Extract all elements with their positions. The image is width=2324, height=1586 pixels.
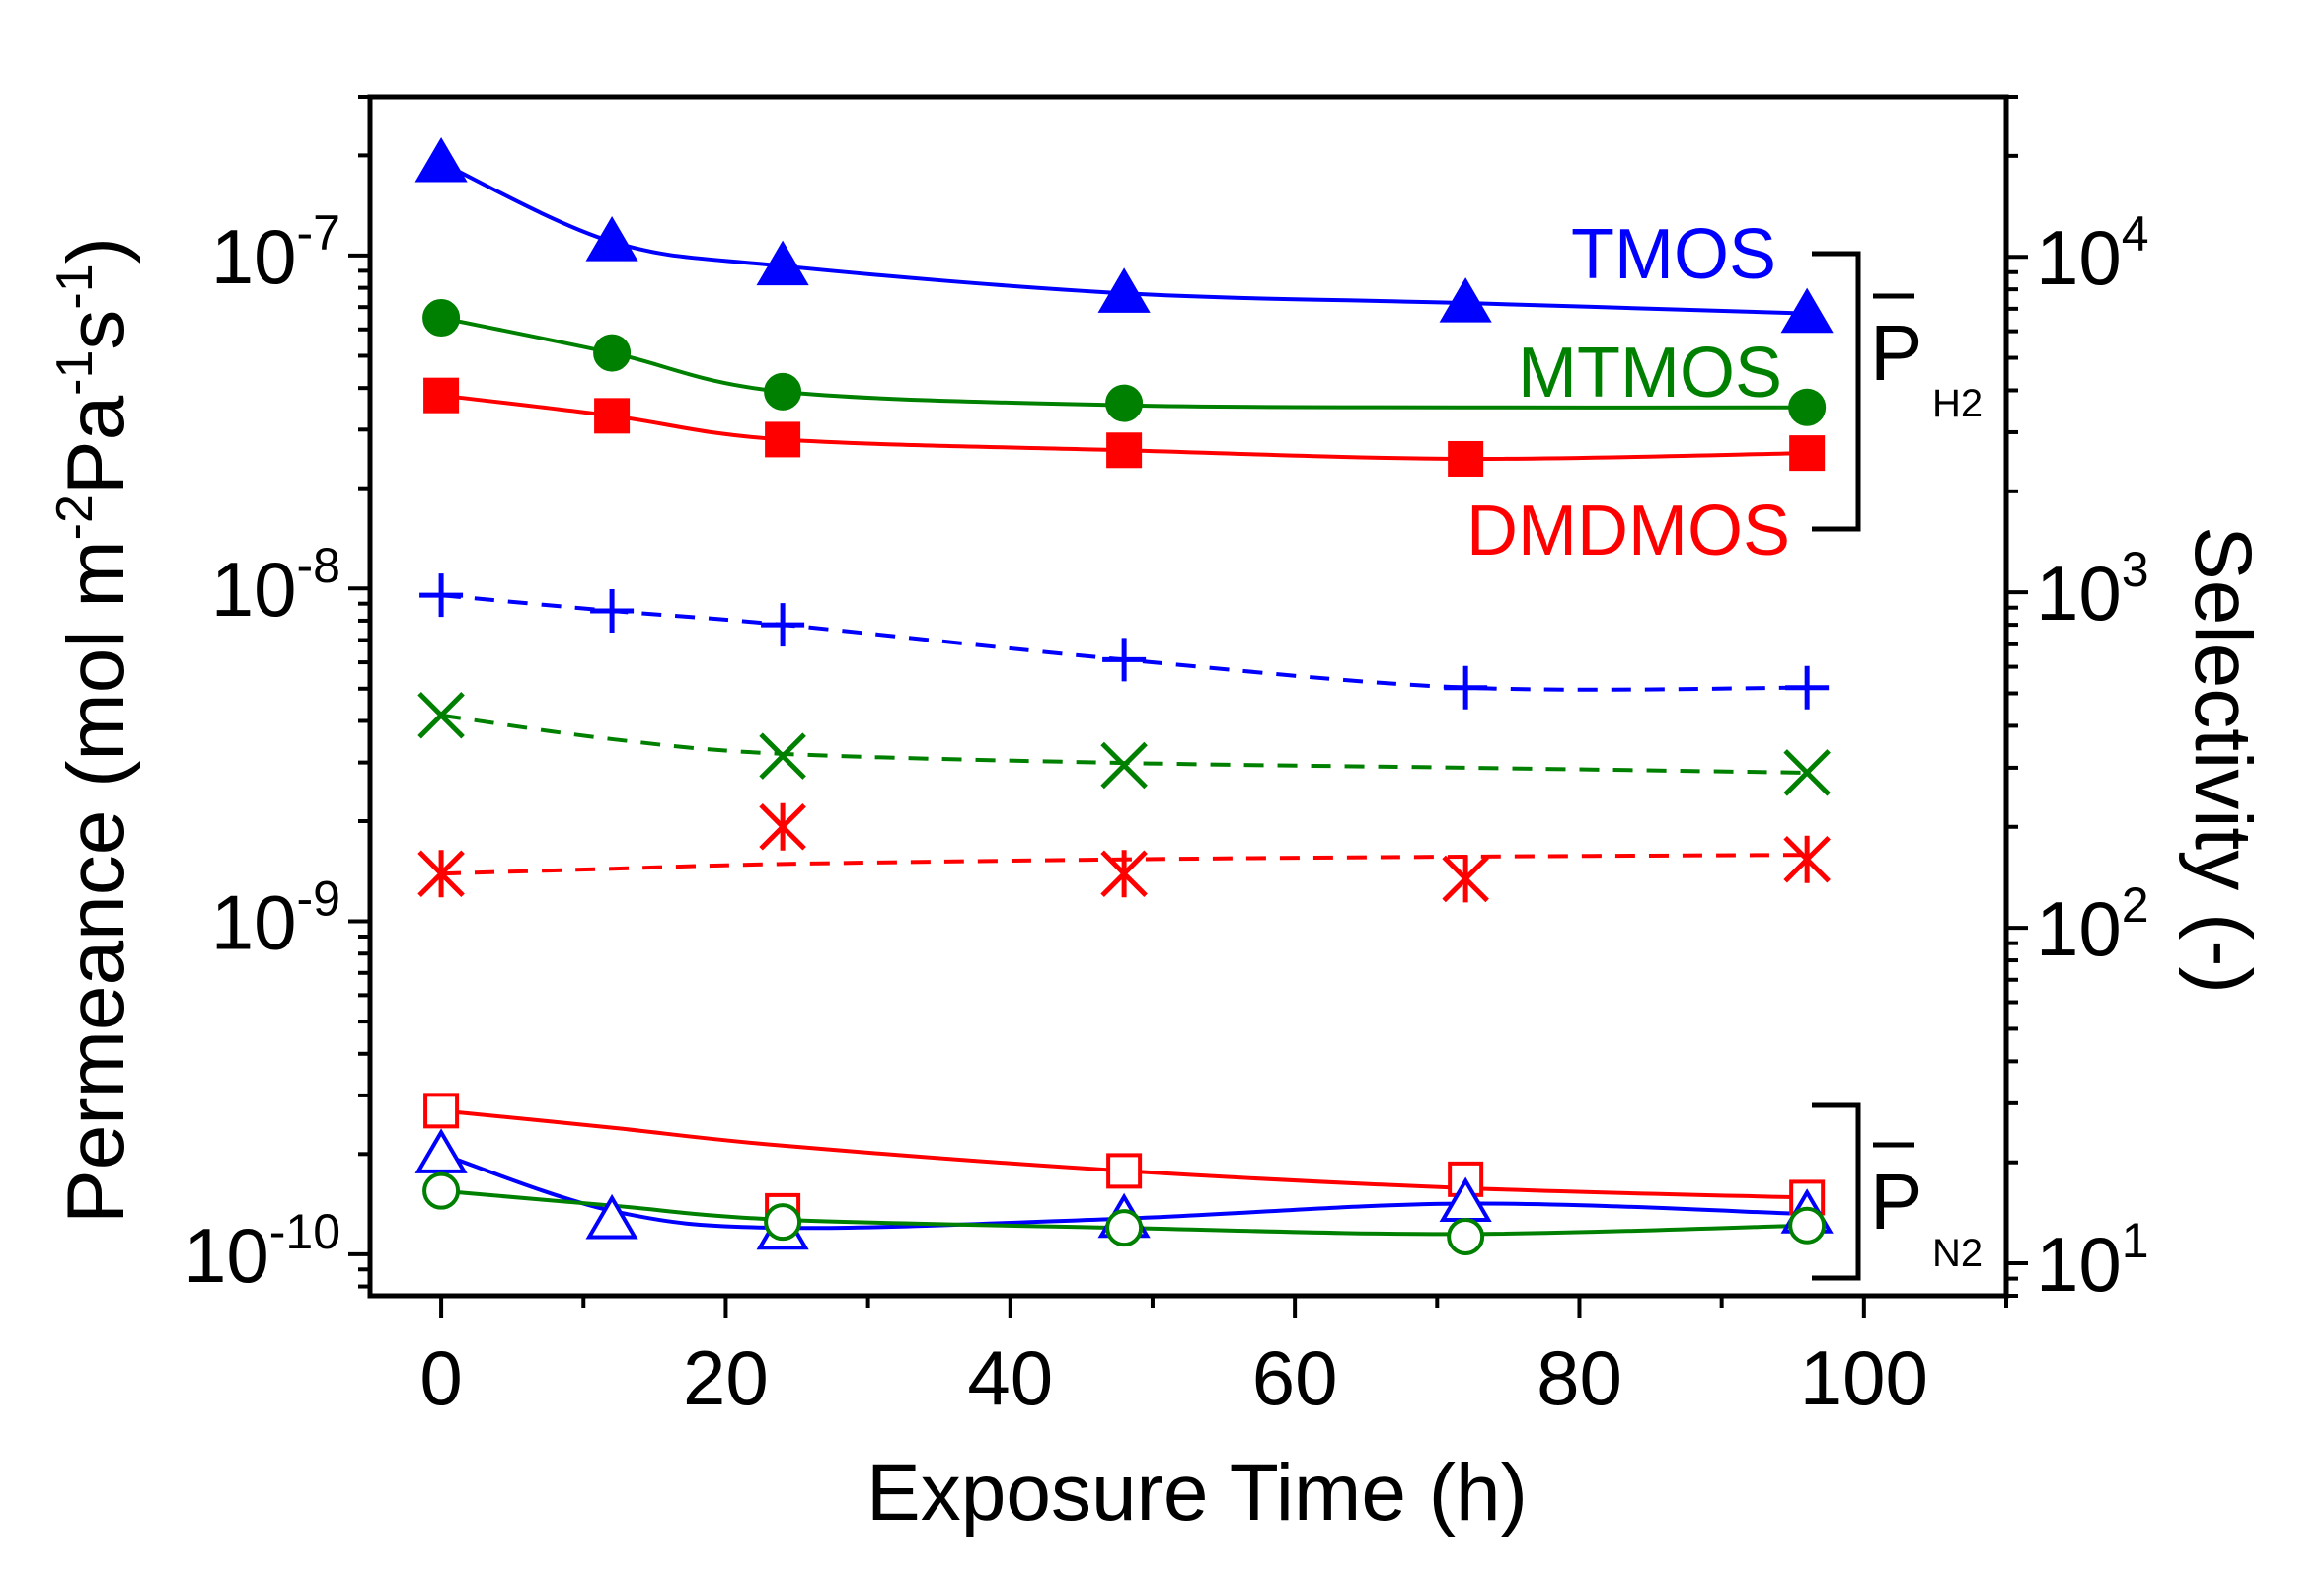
series-1-point [1788, 388, 1827, 426]
series-1-point [593, 334, 632, 372]
series-3-point [761, 603, 805, 647]
series-2-point [1106, 432, 1143, 469]
series-3-point [1785, 665, 1830, 710]
series-7-point [414, 1128, 468, 1173]
series-8-point [1788, 1206, 1827, 1245]
series-markers [414, 136, 1834, 1255]
series-3-point [419, 573, 464, 618]
label-dmdmos: DMDMOS [1466, 491, 1790, 570]
series-3-point [1444, 665, 1488, 710]
series-6-point [423, 1093, 460, 1129]
series-3-point [1102, 638, 1147, 682]
left-y-tick-label: 10-7 [211, 205, 340, 300]
pn2-label: P [1870, 1158, 1922, 1246]
series-8-point [764, 1203, 802, 1242]
left-y-tick-label: 10-9 [211, 871, 340, 966]
left-y-tick-label: 10-10 [184, 1204, 340, 1299]
series-2-point [594, 398, 631, 434]
series-4-point [1100, 741, 1148, 790]
series-7-point [585, 1193, 638, 1240]
series-5-point [417, 850, 465, 898]
right-y-axis-title: Selectivity (-) [2178, 526, 2268, 994]
pn2-bracket [1812, 1102, 1861, 1281]
series-0-point [585, 216, 638, 262]
label-tmos: TMOS [1571, 215, 1776, 294]
left-y-axis-title: Permeance (mol m-2Pa-1s-1) [46, 237, 141, 1224]
x-axis: 0 20 40 60 80 100 [419, 1296, 2008, 1421]
series-0-point [414, 136, 468, 183]
x-tick-label: 20 [683, 1334, 769, 1421]
series-8-point [422, 1171, 461, 1210]
ph2-subscript: H2 [1932, 382, 1983, 425]
series-0-point [1097, 267, 1151, 313]
series-4-point [759, 732, 806, 780]
series-5-point [1783, 835, 1831, 883]
series-line-4 [440, 713, 1808, 775]
right-y-tick-label: 101 [2036, 1213, 2149, 1308]
series-5-point [1442, 855, 1489, 903]
series-0-point [756, 240, 809, 286]
series-line-6 [440, 1108, 1808, 1200]
series-2-point [765, 421, 801, 458]
series-line-5 [441, 853, 1808, 876]
series-4-point [417, 691, 465, 739]
x-tick-label: 0 [419, 1334, 462, 1421]
right-y-tick-label: 103 [2036, 542, 2149, 637]
series-5-point [1100, 850, 1148, 898]
series-0-point [1780, 287, 1834, 334]
series-5-point [759, 802, 806, 851]
x-tick-label: 100 [1800, 1334, 1928, 1421]
x-axis-title: Exposure Time (h) [866, 1448, 1528, 1538]
x-tick-label: 80 [1537, 1334, 1622, 1421]
right-y-tick-label: 102 [2036, 877, 2149, 972]
plot-frame [367, 94, 2009, 1299]
ph2-bracket [1812, 251, 1861, 532]
series-1-point [764, 372, 802, 411]
series-3-point [590, 589, 635, 634]
label-mtmos: MTMOS [1518, 334, 1782, 413]
right-y-axis: 101 102 103 104 [2006, 95, 2149, 1308]
series-1-point [422, 299, 461, 338]
series-0-point [1439, 277, 1492, 323]
x-tick-label: 40 [967, 1334, 1053, 1421]
right-y-tick-label: 104 [2036, 206, 2149, 301]
x-tick-label: 60 [1252, 1334, 1338, 1421]
series-2-point [1789, 435, 1826, 472]
series-2-point [1448, 440, 1484, 477]
left-y-axis: 10-7 10-8 10-9 10-10 [184, 95, 370, 1299]
series-1-point [1105, 384, 1144, 422]
ph2-label: P [1870, 309, 1922, 397]
series-8-point [1105, 1209, 1144, 1247]
left-y-tick-label: 10-8 [211, 538, 340, 633]
series-8-point [1447, 1217, 1485, 1255]
pn2-subscript: N2 [1932, 1232, 1983, 1275]
series-4-point [1783, 749, 1831, 796]
series-6-point [1106, 1153, 1143, 1189]
series-2-point [423, 377, 460, 414]
